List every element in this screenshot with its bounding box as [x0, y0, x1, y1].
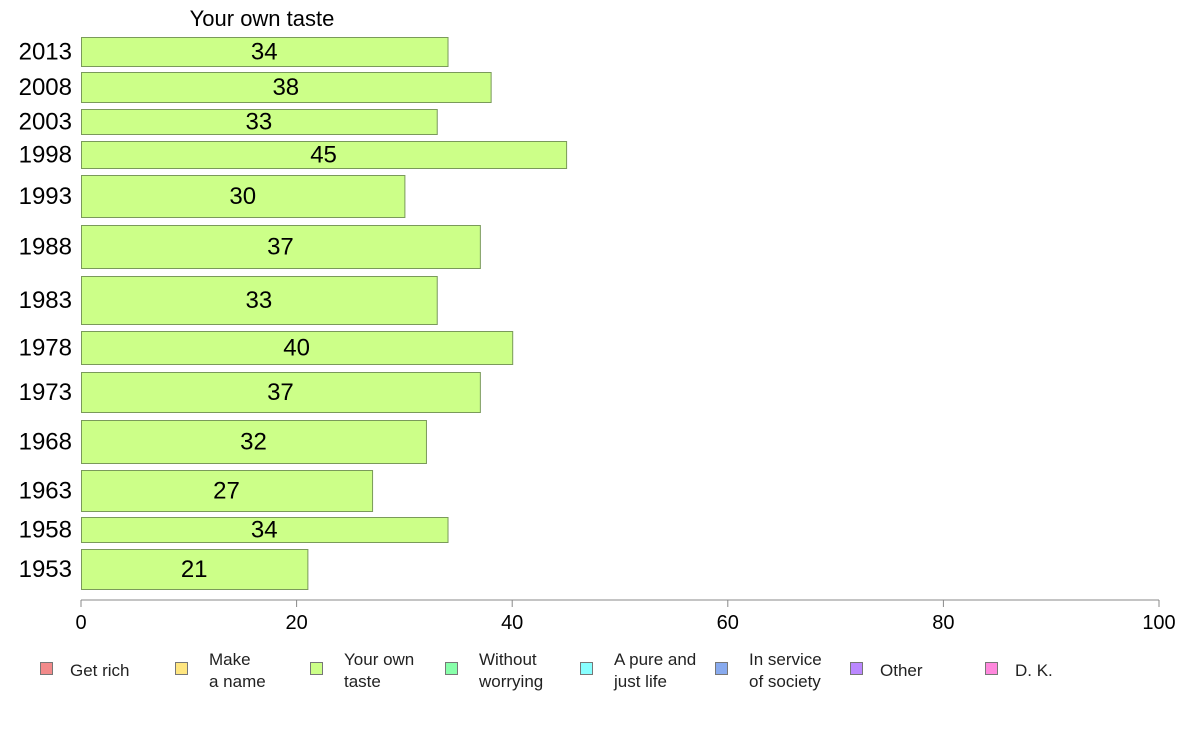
bar-2008	[81, 72, 492, 103]
bar-1958	[81, 517, 449, 543]
legend-swatch	[850, 662, 863, 675]
category-label-1973: 1973	[19, 379, 72, 406]
legend-swatch	[310, 662, 323, 675]
bar-1988	[81, 225, 481, 269]
legend-label: Your own taste	[344, 650, 414, 691]
data-label-1973: 37	[267, 379, 294, 406]
data-label-1983: 33	[246, 287, 273, 314]
bar-1953	[81, 549, 309, 590]
legend-swatch	[715, 662, 728, 675]
data-label-1963: 27	[213, 478, 240, 505]
x-tick-label-40: 40	[501, 612, 523, 634]
data-label-1998: 45	[310, 142, 337, 169]
data-label-1988: 37	[267, 234, 294, 261]
category-label-1963: 1963	[19, 478, 72, 505]
chart-title: Your own taste	[190, 6, 335, 31]
legend-swatch	[175, 662, 188, 675]
x-tick-label-100: 100	[1142, 612, 1175, 634]
category-label-1968: 1968	[19, 429, 72, 456]
category-label-1983: 1983	[19, 287, 72, 314]
legend-label: D. K.	[1015, 661, 1053, 680]
legend-item-7: D. K.	[985, 661, 1053, 680]
legend-swatch	[445, 662, 458, 675]
category-label-1993: 1993	[19, 183, 72, 210]
data-label-2003: 33	[246, 109, 273, 136]
bar-1993	[81, 175, 406, 218]
bar-2003	[81, 109, 438, 135]
legend-item-2: Your own taste	[310, 650, 414, 691]
legend-label: Make a name	[209, 650, 266, 691]
x-tick-label-80: 80	[932, 612, 954, 634]
category-label-2003: 2003	[19, 109, 72, 136]
legend-swatch	[40, 662, 53, 675]
legend-label: A pure and just life	[613, 650, 696, 691]
legend-label: Get rich	[70, 661, 130, 680]
category-label-1958: 1958	[19, 517, 72, 544]
data-label-1968: 32	[240, 429, 267, 456]
legend-label: In service of society	[749, 650, 822, 691]
legend-swatch	[985, 662, 998, 675]
category-label-1953: 1953	[19, 556, 72, 583]
legend-item-3: Without worrying	[445, 650, 543, 691]
legend-label: Without worrying	[478, 650, 543, 691]
legend-label: Other	[880, 661, 923, 680]
x-tick-label-60: 60	[717, 612, 739, 634]
bar-1968	[81, 420, 427, 464]
x-tick-label-0: 0	[75, 612, 86, 634]
legend-item-6: Other	[850, 661, 923, 680]
legend-item-1: Make a name	[175, 650, 266, 691]
bar-1998	[81, 141, 568, 169]
category-label-2013: 2013	[19, 39, 72, 66]
category-label-2008: 2008	[19, 74, 72, 101]
legend-item-5: In service of society	[715, 650, 822, 691]
bar-1973	[81, 372, 481, 413]
legend: Get rich Make a name Your own taste Without wo…	[40, 650, 1053, 691]
data-label-1978: 40	[283, 335, 310, 362]
legend-item-4: A pure and just life	[580, 650, 696, 691]
category-label-1998: 1998	[19, 142, 72, 169]
data-label-1953: 21	[181, 556, 208, 583]
category-label-1988: 1988	[19, 234, 72, 261]
category-label-1978: 1978	[19, 335, 72, 362]
data-label-2008: 38	[272, 74, 299, 101]
data-label-1993: 30	[229, 183, 256, 210]
bar-2013	[81, 37, 449, 67]
bar-1978	[81, 331, 514, 365]
legend-swatch	[580, 662, 593, 675]
data-label-2013: 34	[251, 39, 278, 66]
legend-item-0: Get rich	[40, 661, 130, 680]
x-tick-label-20: 20	[285, 612, 307, 634]
x-axis: 0 20 40 60 80 100	[75, 599, 1176, 634]
year-labels-group: 2013 2008 2003 1998 1993 1988 1983 1978 1973 1968…	[19, 39, 72, 584]
data-label-1958: 34	[251, 517, 278, 544]
bars-group	[81, 37, 568, 590]
bar-1983	[81, 276, 438, 325]
bar-1963	[81, 470, 374, 512]
